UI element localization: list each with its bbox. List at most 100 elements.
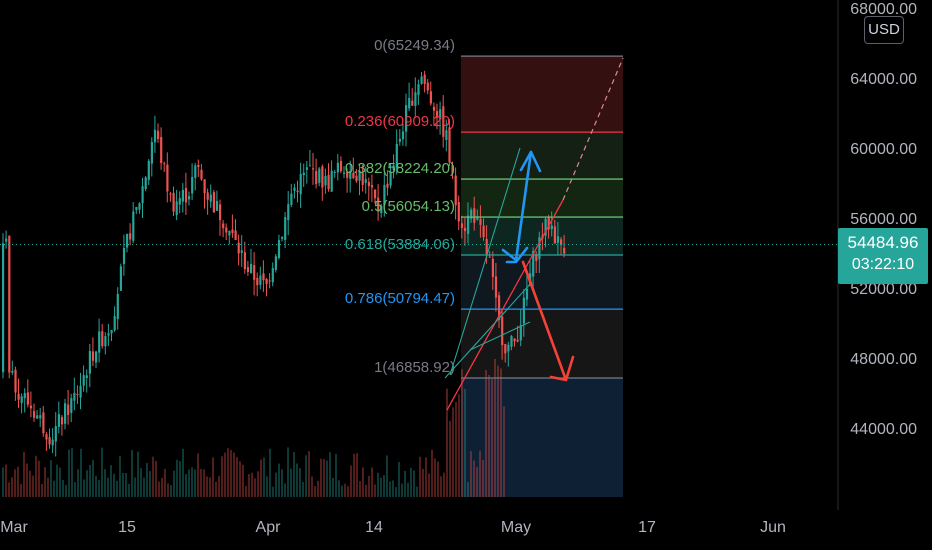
channel-line	[469, 321, 531, 351]
volume-bar	[128, 483, 130, 497]
arrow-down-red	[521, 260, 568, 382]
candle-body	[355, 175, 358, 182]
volume-bar	[341, 485, 343, 497]
candle-body	[516, 339, 519, 342]
volume-bar	[236, 457, 238, 497]
candle-body	[460, 223, 463, 229]
volume-bar	[326, 460, 328, 497]
candle-body	[203, 179, 206, 194]
candle-body	[525, 288, 529, 300]
candle-body	[343, 172, 346, 174]
candle-body	[160, 137, 163, 164]
x-axis-label: May	[501, 519, 531, 536]
candle-body	[116, 294, 119, 320]
volume-bar	[296, 463, 298, 497]
candle-body	[386, 183, 389, 188]
trend-line-projection	[562, 57, 624, 201]
volume-bar	[314, 486, 316, 497]
volume-bar	[68, 449, 70, 497]
volume-bar	[248, 474, 250, 497]
fib-level-label: 0.618(53884.06)	[345, 236, 455, 253]
candle-body	[281, 237, 284, 239]
fib-level-label: 1(46858.92)	[374, 359, 455, 376]
volume-bar	[224, 452, 226, 497]
candle-body	[243, 252, 246, 270]
fib-zone	[461, 255, 623, 310]
fib-zone	[461, 132, 623, 180]
last-price-value: 54484.96	[847, 233, 919, 252]
volume-bar	[176, 459, 178, 497]
volume-bar	[17, 466, 19, 497]
volume-bar	[290, 468, 292, 497]
x-axis-label: 17	[638, 519, 656, 536]
x-axis-label: Jun	[760, 519, 786, 536]
volume-bar	[500, 368, 502, 497]
y-axis-label: 60000.00	[850, 141, 917, 158]
volume-bar	[440, 476, 442, 497]
volume-bar	[374, 484, 376, 497]
channel-line	[449, 147, 521, 376]
candle-body	[556, 236, 560, 243]
arrow-up-blue-head	[519, 150, 542, 173]
countdown-timer: 03:22:10	[851, 256, 915, 273]
candle-body	[383, 185, 386, 206]
volume-bar	[293, 452, 295, 497]
candle-body	[98, 331, 101, 353]
candle-body	[277, 240, 281, 258]
candle-body	[401, 131, 405, 140]
candle-body	[20, 396, 23, 404]
candle-body	[445, 130, 448, 140]
volume-bar	[140, 468, 142, 497]
candle-body	[64, 403, 67, 424]
candle-body	[374, 189, 377, 199]
candle-body	[222, 223, 225, 229]
candle-body	[420, 76, 423, 84]
candle-body	[231, 229, 234, 234]
candle-body	[439, 109, 442, 120]
candle-body	[417, 84, 420, 96]
volume-bar	[212, 457, 214, 497]
volume-bar	[104, 469, 106, 497]
scenario-arrows	[501, 150, 575, 382]
volume-bar	[335, 453, 337, 497]
candle-body	[426, 82, 429, 91]
candle-body	[432, 106, 436, 111]
fib-zone	[461, 377, 623, 497]
volume-bar	[23, 451, 25, 497]
candle-body	[454, 175, 457, 206]
candle-body	[250, 263, 253, 274]
candle-body	[491, 258, 494, 277]
candle-body	[380, 206, 383, 214]
volume-bar	[38, 460, 40, 497]
candle-body	[560, 239, 563, 246]
candle-body	[144, 177, 147, 190]
fib-level-label: 0.5(56054.13)	[362, 198, 455, 215]
volume-bar	[113, 473, 115, 497]
candle-body	[107, 333, 110, 336]
candle-body	[129, 233, 132, 240]
candle-body	[45, 434, 48, 440]
volume-bar	[383, 475, 385, 497]
candle-body	[482, 225, 485, 238]
candle-body	[126, 233, 129, 248]
candle-body	[532, 251, 535, 277]
volume-bar	[359, 481, 361, 497]
candle-body	[485, 239, 488, 255]
volume-bar	[110, 465, 112, 497]
volume-bar	[62, 479, 64, 497]
volume-bar	[44, 467, 46, 497]
candle-body	[463, 227, 467, 232]
candle-body	[308, 165, 312, 167]
volume-bar	[170, 485, 172, 497]
volume-bar	[254, 478, 256, 497]
volume-bar	[434, 458, 436, 497]
volume-bar	[5, 464, 7, 497]
volume-bar	[251, 472, 253, 497]
currency-badge[interactable]: USD	[864, 16, 904, 44]
volume-bar	[416, 486, 418, 497]
volume-bar	[29, 470, 31, 497]
volume-bar	[41, 483, 43, 497]
volume-bar	[497, 365, 499, 497]
